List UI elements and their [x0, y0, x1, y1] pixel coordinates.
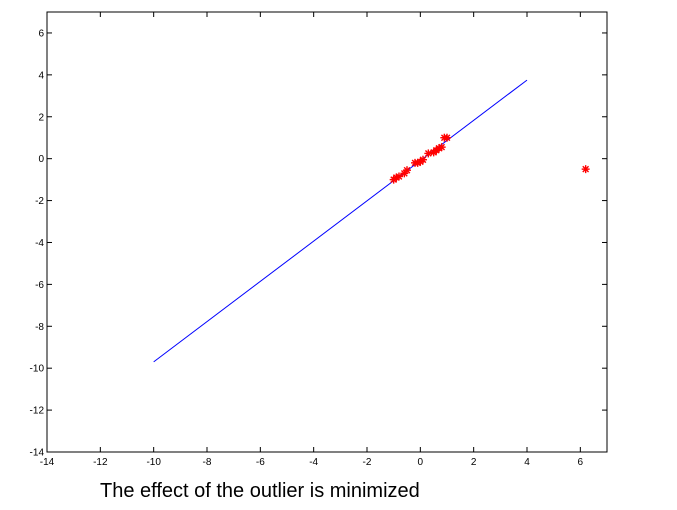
y-tick-label: -6: [35, 280, 44, 291]
y-tick-label: -12: [30, 406, 45, 417]
y-tick-label: 2: [38, 112, 44, 123]
data-point: [403, 166, 411, 175]
y-tick-label: -10: [30, 364, 45, 375]
y-tick-label: -4: [35, 238, 44, 249]
x-tick-label: -14: [40, 457, 55, 468]
axis-ticks: [46, 12, 607, 453]
series-layer: [153, 79, 590, 363]
fit-line: [153, 79, 528, 363]
x-tick-label: -6: [256, 457, 265, 468]
x-tick-label: 4: [524, 457, 530, 468]
x-tick-label: -8: [203, 457, 212, 468]
y-tick-label: 4: [38, 70, 44, 81]
x-tick-label: 6: [578, 457, 584, 468]
data-point: [424, 149, 433, 158]
y-tick-label: 0: [38, 154, 44, 165]
x-tick-label: -10: [146, 457, 161, 468]
axis-tick-labels: -14 -12 -10 -8 -6 -4 -2 0 2 4 6 -14 -12 -10 -8 -6 -4 -2 0 2…: [30, 28, 584, 468]
slide-caption: The effect of the outlier is minimized: [100, 480, 420, 502]
y-tick-label: -2: [35, 196, 44, 207]
x-tick-label: -12: [93, 457, 108, 468]
y-tick-label: -8: [35, 322, 44, 333]
x-tick-label: 0: [418, 457, 424, 468]
x-tick-label: 2: [471, 457, 477, 468]
data-point: [395, 172, 403, 181]
data-point: [419, 155, 427, 164]
y-tick-label: -14: [30, 448, 45, 459]
data-point: [443, 133, 451, 142]
plot-area: [46, 11, 608, 453]
y-tick-label: 6: [38, 28, 44, 39]
x-tick-label: -2: [363, 457, 372, 468]
data-point: [437, 143, 446, 152]
x-tick-label: -4: [309, 457, 318, 468]
data-point: [581, 165, 590, 174]
